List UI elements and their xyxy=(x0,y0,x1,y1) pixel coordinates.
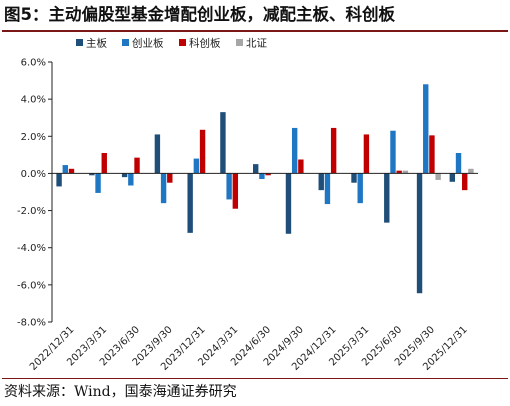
bar-1-10 xyxy=(390,130,396,174)
y-tick-label: -8.0% xyxy=(17,318,46,329)
bar-1-7 xyxy=(291,127,298,174)
bar-2-3 xyxy=(167,173,173,183)
bar-0-2 xyxy=(121,173,128,178)
title-rule xyxy=(2,30,508,32)
bar-2-5 xyxy=(232,173,239,209)
legend-label-2: 科创板 xyxy=(189,37,221,50)
bar-0-7 xyxy=(285,173,292,234)
bar-0-10 xyxy=(384,173,390,223)
bar-1-2 xyxy=(128,173,134,186)
legend-label-1: 创业板 xyxy=(132,37,164,50)
bar-2-12 xyxy=(462,173,468,191)
bar-chart: 主板 创业板 科创板 北证 6.0% 4.0% 2.0% 0.0% -2.0% -4.0% -6.… xyxy=(17,37,478,373)
bar-2-8 xyxy=(330,127,337,174)
bar-3-12 xyxy=(468,168,474,174)
bar-0-11 xyxy=(416,173,423,294)
y-tick-label: 6.0% xyxy=(21,58,46,69)
bar-2-10 xyxy=(396,170,402,174)
legend-swatch-2 xyxy=(179,39,186,46)
bar-2-11 xyxy=(429,135,435,174)
bar-1-0 xyxy=(62,165,68,174)
bar-3-10 xyxy=(402,170,409,174)
legend-swatch-0 xyxy=(76,39,83,46)
bar-2-4 xyxy=(199,129,206,174)
bar-0-0 xyxy=(56,173,62,187)
legend-label-0: 主板 xyxy=(86,37,107,50)
bar-2-1 xyxy=(101,153,107,174)
legend: 主板 创业板 科创板 北证 xyxy=(76,37,267,50)
bar-1-8 xyxy=(324,173,331,205)
bar-3-11 xyxy=(435,173,441,180)
bar-1-5 xyxy=(226,173,232,200)
x-axis: 2022/12/312023/3/312023/6/302023/9/30202… xyxy=(28,172,478,373)
bar-1-4 xyxy=(193,158,200,174)
y-axis: 6.0% 4.0% 2.0% 0.0% -2.0% -4.0% -6.0% -8.0% xyxy=(17,58,53,329)
bar-0-6 xyxy=(253,164,259,174)
source-note: 资料来源：Wind，国泰海通证券研究 xyxy=(4,384,237,400)
y-tick-label: 0.0% xyxy=(21,169,46,180)
bar-2-7 xyxy=(298,159,304,174)
bar-1-12 xyxy=(455,153,462,174)
bar-1-1 xyxy=(95,173,101,193)
bar-1-11 xyxy=(423,84,429,174)
y-tick-label: 4.0% xyxy=(21,95,46,106)
bar-1-3 xyxy=(160,173,167,204)
bar-1-9 xyxy=(357,173,363,204)
bar-2-6 xyxy=(265,173,271,176)
legend-swatch-1 xyxy=(122,39,129,46)
bar-2-9 xyxy=(363,134,370,174)
bar-0-3 xyxy=(154,134,161,174)
source-rule xyxy=(2,378,508,379)
bar-0-5 xyxy=(220,112,226,174)
bar-2-0 xyxy=(68,168,75,174)
legend-label-3: 北证 xyxy=(246,38,267,50)
bar-0-8 xyxy=(318,173,324,191)
bars xyxy=(56,84,474,294)
bar-2-2 xyxy=(134,157,140,174)
legend-swatch-3 xyxy=(236,39,243,46)
y-tick-label: -2.0% xyxy=(17,206,46,217)
bar-0-12 xyxy=(449,173,456,182)
bar-0-9 xyxy=(351,173,357,183)
bar-0-4 xyxy=(187,173,193,233)
y-tick-label: 2.0% xyxy=(21,132,46,143)
bar-1-6 xyxy=(259,173,265,179)
bar-0-1 xyxy=(89,173,95,176)
figure-title: 图5：主动偏股型基金增配创业板，减配主板、科创板 xyxy=(4,5,395,24)
y-tick-label: -6.0% xyxy=(17,280,46,291)
y-tick-label: -4.0% xyxy=(17,243,46,254)
